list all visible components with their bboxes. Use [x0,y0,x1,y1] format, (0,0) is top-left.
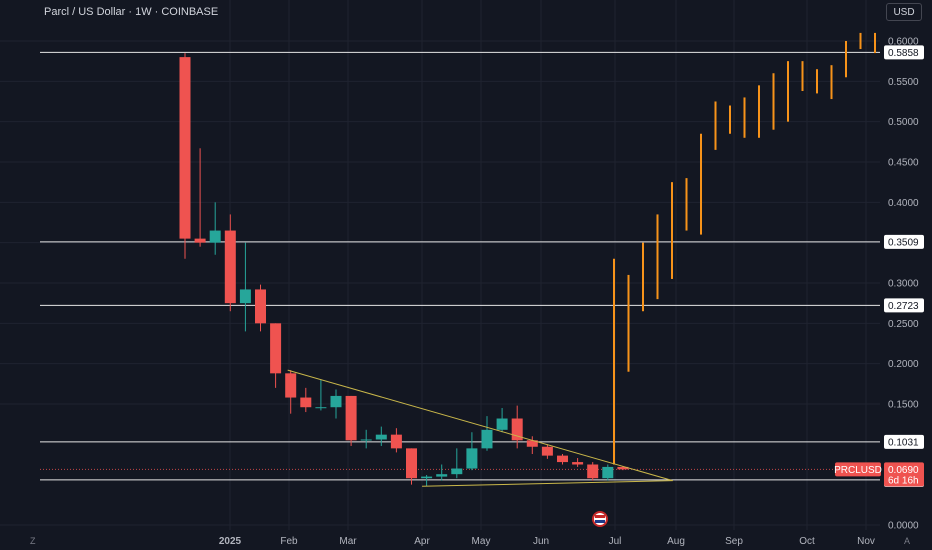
countdown-label: 6d 16h [888,475,919,486]
time-tick-label: Jun [533,536,549,547]
candle-body [270,323,282,374]
price-tick-label: 0.0000 [888,521,919,532]
time-axis: 2025 Feb Mar Apr May Jun Jul Aug Sep Oct Nov [219,536,875,547]
price-tick-label: 0.3000 [888,278,919,289]
level-tag [884,234,924,249]
event-marker [592,511,608,527]
level-tag-label: 0.1031 [888,437,919,448]
candle-body [602,466,614,479]
candle-body [209,230,221,243]
time-tick-label: Feb [280,536,298,547]
time-tick-label: Aug [667,536,685,547]
candle-body [224,230,236,304]
time-tick-label: May [472,536,491,547]
candle-body [345,395,357,441]
candle-body [375,434,387,440]
candle-body [541,446,553,456]
candle-body [572,462,584,465]
candle-body [421,476,433,479]
current-price-label: 0.0690 [888,465,919,476]
current-price-tag [884,462,924,487]
candle-body [466,448,478,469]
price-axis: 0.60000.55000.50000.45000.40000.35000.30… [888,36,919,531]
candle-body [330,395,342,408]
time-tick-label: Apr [414,536,430,547]
time-tick-label: Sep [725,536,743,547]
candle-body [451,468,463,475]
level-tag [884,434,924,449]
candle-body [300,397,312,408]
us-flag-icon [592,511,608,527]
trendline [422,480,673,487]
price-tick-label: 0.2500 [888,319,919,330]
level-tag-label: 0.2723 [888,301,919,312]
symbol-tag [835,462,881,477]
candle-body [436,474,448,477]
candle-body [255,289,266,324]
price-tick-label: 0.5000 [888,117,919,128]
level-tag-label: 0.3509 [888,237,919,248]
price-tick-label: 0.4000 [888,198,919,209]
candle-body [406,448,417,479]
currency-button[interactable]: USD [886,3,922,21]
candle-body [239,289,251,304]
price-tick-label: 0.2000 [888,359,919,370]
candle-body [557,455,568,463]
level-tag [884,45,924,60]
flag-stripe [595,520,605,523]
time-tick-label: Mar [339,536,357,547]
candle-body [179,57,191,239]
candle-body [390,434,402,449]
projection-bars [613,32,876,465]
candle-body [496,418,508,430]
auto-scale-button[interactable]: A [904,536,911,546]
time-tick-label: Nov [857,536,875,547]
level-tag [884,298,924,313]
price-tick-label: 0.5500 [888,77,919,88]
candle-body [194,238,206,243]
candle-body [285,373,297,398]
candle-body [481,429,493,449]
candle-body [526,440,538,447]
time-tick-label: 2025 [219,536,242,547]
trendline [287,369,673,482]
candle-body [315,407,327,409]
grid [0,0,880,530]
timezone-button[interactable]: Z [30,536,36,546]
candle-body [360,439,372,441]
trendlines [287,369,673,487]
level-tag-label: 0.5858 [888,48,919,59]
time-tick-label: Oct [799,536,815,547]
price-tick-label: 0.4500 [888,157,919,168]
price-tick-label: 0.6000 [888,36,919,47]
time-tick-label: Jul [609,536,622,547]
horizontal-levels [40,51,880,481]
price-tick-label: 0.1500 [888,399,919,410]
chart-title: Parcl / US Dollar · 1W · COINBASE [44,6,219,18]
candles [179,53,629,487]
flag-stripe [595,515,605,518]
candle-body [617,466,629,470]
candle-body [587,464,599,479]
symbol-label: PRCLUSD [834,465,882,476]
candle-body [511,418,523,441]
